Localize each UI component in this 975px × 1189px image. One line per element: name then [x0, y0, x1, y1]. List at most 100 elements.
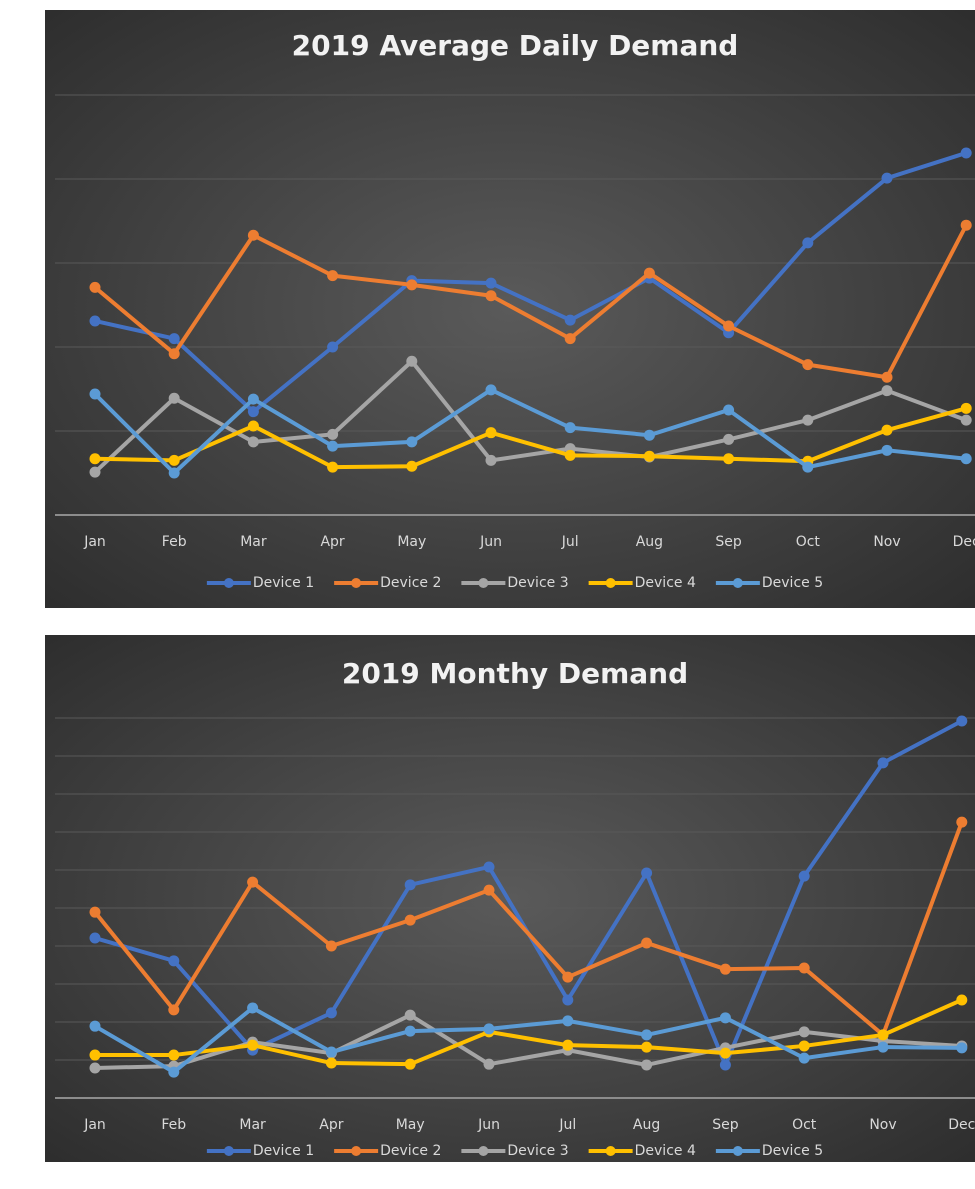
series-line [93, 224, 968, 380]
data-point [723, 433, 735, 445]
data-point [168, 348, 180, 360]
data-point [723, 453, 735, 465]
data-point [485, 384, 497, 396]
x-tick-label: Dec [948, 1117, 975, 1133]
data-point [798, 1026, 810, 1038]
data-point [247, 436, 259, 448]
data-point [168, 1004, 180, 1016]
data-point [404, 1009, 416, 1021]
data-point [406, 436, 418, 448]
data-point [406, 355, 418, 367]
data-point [404, 1025, 416, 1037]
data-point [881, 444, 893, 456]
data-point [247, 393, 259, 405]
x-tick-label: Sep [715, 534, 742, 550]
data-point [406, 279, 418, 291]
series-line [94, 151, 967, 414]
data-point [564, 449, 576, 461]
x-tick-label: Nov [869, 1117, 896, 1133]
data-point [641, 867, 653, 879]
legend-marker [478, 578, 489, 588]
data-point [404, 914, 416, 926]
data-point [719, 1059, 731, 1071]
data-point [798, 1052, 810, 1064]
data-point [325, 1057, 337, 1069]
data-point [168, 392, 180, 404]
data-point [168, 955, 180, 967]
legend-marker [605, 1146, 616, 1156]
chart-background [45, 10, 975, 608]
data-point [562, 1015, 574, 1027]
data-point [798, 870, 810, 882]
data-point [247, 1002, 259, 1014]
x-tick-label: Jul [558, 1117, 576, 1133]
data-point [960, 219, 972, 231]
legend-label: Device 4 [635, 575, 696, 591]
data-point [325, 1007, 337, 1019]
data-point [881, 385, 893, 397]
series-line [93, 1005, 962, 1075]
x-tick-label: Jun [479, 534, 502, 550]
legend: Device 1 Device 2 Device 3 Device 4 Device 5 [206, 575, 823, 591]
legend-marker [732, 578, 743, 588]
series-line [93, 821, 964, 1037]
data-point [960, 147, 972, 159]
data-point [168, 333, 180, 345]
data-point [168, 1049, 180, 1061]
data-point [643, 450, 655, 462]
series-line [93, 387, 967, 475]
x-tick-label: Dec [953, 534, 975, 550]
x-tick-label: Oct [792, 1117, 817, 1133]
legend-marker [351, 1146, 362, 1156]
series-line [93, 359, 967, 474]
data-point [798, 962, 810, 974]
data-point [562, 994, 574, 1006]
x-tick-label: May [396, 1117, 425, 1133]
data-point [406, 460, 418, 472]
data-point [485, 290, 497, 302]
legend-marker [223, 578, 234, 588]
data-point [956, 715, 968, 727]
data-point [89, 453, 101, 465]
x-tick-label: Sep [712, 1117, 739, 1133]
data-point [564, 314, 576, 326]
data-point [404, 1058, 416, 1070]
data-point [483, 1023, 495, 1035]
legend-label: Device 5 [762, 575, 823, 591]
data-point [881, 172, 893, 184]
data-point [956, 994, 968, 1006]
data-point [483, 884, 495, 896]
data-point [877, 1029, 889, 1041]
data-point [89, 466, 101, 478]
data-point [404, 879, 416, 891]
data-point [960, 414, 972, 426]
data-point [564, 422, 576, 434]
data-point [247, 420, 259, 432]
data-point [168, 1066, 180, 1078]
data-point [247, 406, 259, 418]
data-point [168, 467, 180, 479]
data-point [247, 1039, 259, 1051]
data-point [327, 341, 339, 353]
x-tick-label: Aug [633, 1117, 660, 1133]
legend-label: Device 3 [507, 575, 568, 591]
data-point [89, 906, 101, 918]
data-point [247, 229, 259, 241]
data-point [723, 320, 735, 332]
data-point [960, 453, 972, 465]
data-point [641, 937, 653, 949]
x-tick-label: Feb [161, 1117, 186, 1133]
x-tick-label: Apr [319, 1117, 343, 1133]
data-point [483, 1058, 495, 1070]
legend-label: Device 5 [762, 1143, 823, 1159]
data-point [723, 404, 735, 416]
data-point [485, 277, 497, 289]
data-point [719, 1047, 731, 1059]
x-tick-label: Mar [240, 534, 267, 550]
data-point [877, 757, 889, 769]
data-point [641, 1059, 653, 1071]
data-point [719, 1012, 731, 1024]
legend-marker [478, 1146, 489, 1156]
data-point [802, 359, 814, 371]
data-point [877, 1041, 889, 1053]
